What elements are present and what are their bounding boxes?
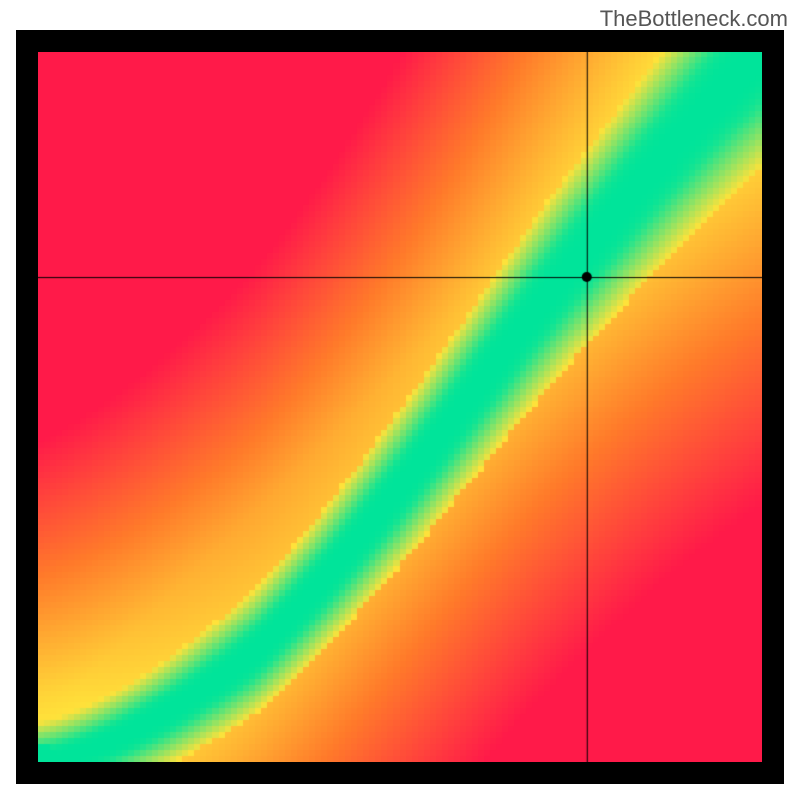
plot-area bbox=[38, 52, 762, 762]
chart-frame bbox=[16, 30, 784, 784]
heatmap-canvas bbox=[38, 52, 762, 762]
watermark-text: TheBottleneck.com bbox=[600, 6, 788, 32]
chart-container: TheBottleneck.com bbox=[0, 0, 800, 800]
